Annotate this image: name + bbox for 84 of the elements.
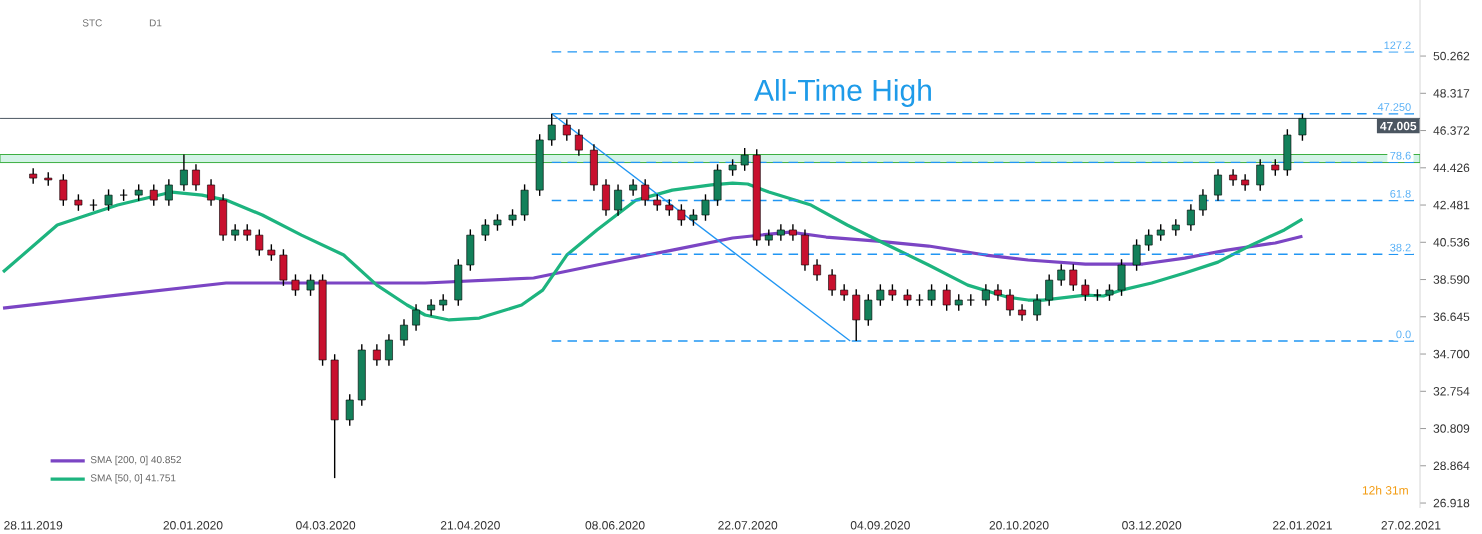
candlestick [828,268,837,297]
candlestick [291,273,300,297]
line-series [1,181,1305,322]
x-tick-label: 08.06.2020 [585,521,645,530]
ref-line-label: 47.005 [1380,121,1417,131]
candlestick [562,118,571,142]
candlestick [813,258,821,282]
candlestick [192,163,200,192]
candlestick [412,303,420,332]
candlestick [1298,113,1307,142]
candlestick [1057,263,1066,287]
candlestick [574,128,583,157]
candlestick [149,183,158,207]
candlestick [1214,168,1222,202]
candlestick [1256,158,1265,192]
x-tick-label: 27.02.2021 [1381,521,1441,530]
candlestick [481,218,490,242]
candlestick [1199,188,1207,217]
x-tick-label: 03.12.2020 [1122,521,1182,530]
candlestick [372,343,381,367]
annotation: 12h 31m [1362,485,1408,495]
candlestick [1132,238,1141,272]
candlestick [614,183,622,217]
candlestick [255,228,264,257]
x-tick-label: 21.04.2020 [440,521,500,530]
y-tick-label: 32.754 [1433,387,1470,396]
candlestick [1045,273,1054,307]
series-label: 127.2 [1384,41,1411,50]
y-tick-label: 38.590 [1433,275,1470,284]
candlestick [677,203,686,227]
x-tick-label: 28.11.2019 [4,521,63,530]
candlestick [29,167,38,185]
candlestick [1006,288,1014,317]
candlestick [1081,278,1090,302]
y-tick-label: 42.481 [1433,200,1470,210]
candlestick [306,273,315,297]
annotation: STC [82,19,102,27]
y-tick-label: 28.864 [1433,461,1470,471]
candlestick [180,153,188,192]
candlestick [164,178,173,207]
y-tick-label: 40.536 [1433,238,1470,247]
candlestick [1069,263,1078,292]
series-label: 47.250 [1377,103,1411,111]
x-tick-label: 04.09.2020 [850,521,910,530]
candlestick [547,113,556,147]
y-tick-label: 30.809 [1433,424,1470,433]
candlestick [876,283,885,307]
series-label: 61.8 [1390,189,1411,198]
candlestick [942,283,951,312]
series-label: 0.0 [1396,330,1411,339]
annotation: D1 [149,19,162,27]
annotation: All-Time High [754,78,931,107]
candlestick [345,393,354,427]
candlestick [207,178,215,207]
series-label: 78.6 [1390,151,1411,160]
y-tick-label: 48.317 [1433,89,1470,98]
candlestick [701,193,710,222]
line-series [1,230,1305,310]
y-tick-label: 44.426 [1433,163,1470,173]
y-tick-label: 46.372 [1433,126,1470,135]
candlestick [927,283,936,307]
candlestick [104,188,113,212]
legend-label: SMA [50, 0] 41.751 [90,474,176,484]
y-tick-label: 50.262 [1433,51,1470,61]
x-tick-label: 20.10.2020 [989,521,1049,530]
candlestick [740,147,749,172]
candlestick [400,318,408,347]
series-label: 38.2 [1390,243,1411,252]
candlestick [385,333,393,367]
x-tick-label: 20.01.2020 [163,521,223,530]
x-tick-label: 04.03.2020 [296,521,356,530]
candlestick [1144,228,1153,252]
x-tick-label: 22.07.2020 [718,521,778,530]
x-tick-label: 22.01.2021 [1272,521,1332,530]
candlestick [981,283,990,307]
y-tick-label: 34.700 [1433,349,1470,359]
candlestick [641,178,650,207]
candlestick [59,173,68,207]
candlestick [1186,203,1195,232]
candlestick [1033,293,1042,322]
candlestick [864,293,873,327]
legend-label: SMA [200, 0] 40.852 [90,455,182,466]
y-tick-label: 26.918 [1433,498,1470,508]
y-tick-label: 36.645 [1433,312,1470,322]
